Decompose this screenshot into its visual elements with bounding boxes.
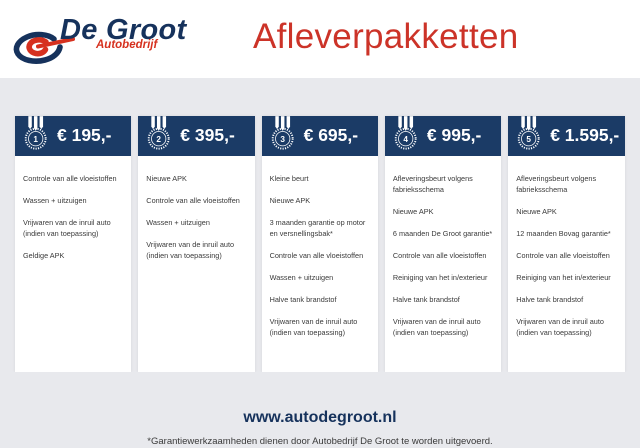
svg-text:3: 3	[280, 135, 285, 144]
svg-text:5: 5	[527, 135, 532, 144]
svg-text:2: 2	[157, 135, 162, 144]
svg-text:4: 4	[403, 135, 408, 144]
svg-text:1: 1	[33, 135, 38, 144]
